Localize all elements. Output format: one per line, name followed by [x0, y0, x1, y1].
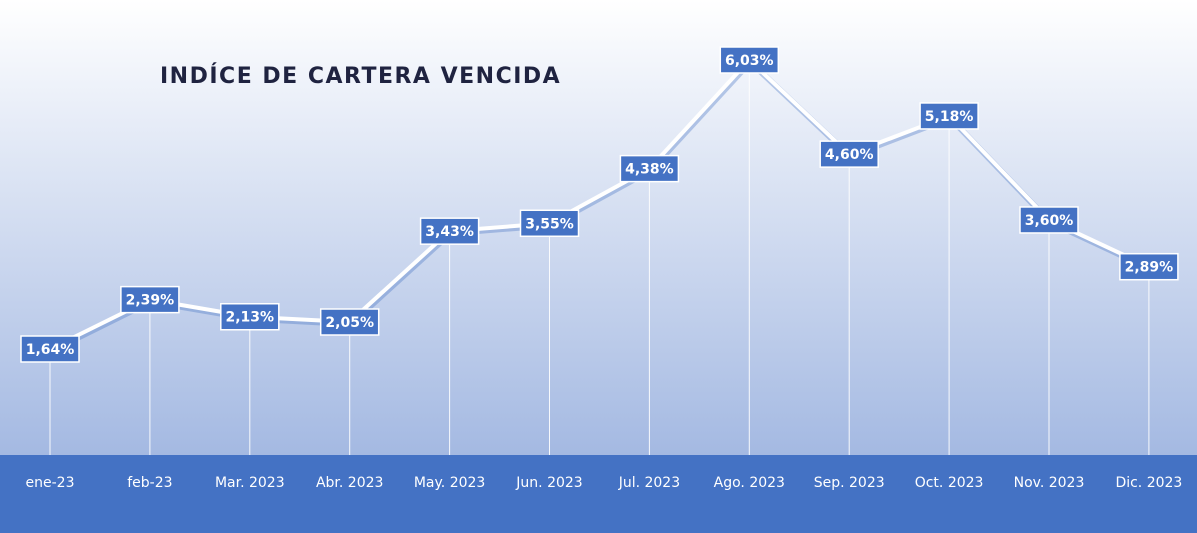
- data-label: 2,13%: [226, 310, 275, 326]
- x-tick-label: Sep. 2023: [814, 475, 885, 491]
- data-label-box: [819, 140, 879, 168]
- category-band: [0, 455, 1197, 533]
- x-tick-label: Jun. 2023: [515, 475, 582, 491]
- x-tick-label: Oct. 2023: [915, 475, 984, 491]
- data-label: 3,43%: [425, 224, 474, 240]
- x-tick-label: feb-23: [127, 475, 172, 491]
- x-tick-label: Abr. 2023: [316, 475, 383, 491]
- x-tick-label: Dic. 2023: [1115, 475, 1182, 491]
- data-label: 4,38%: [625, 162, 674, 178]
- data-label: 3,60%: [1025, 213, 1074, 229]
- data-label-box: [220, 302, 280, 331]
- data-label: 1,64%: [26, 342, 75, 358]
- data-label: 3,55%: [525, 216, 574, 232]
- x-tick-label: Ago. 2023: [714, 475, 785, 491]
- x-tick-label: Nov. 2023: [1014, 475, 1085, 491]
- chart-title: INDÍCE DE CARTERA VENCIDA: [160, 63, 561, 89]
- data-label: 2,39%: [126, 293, 175, 309]
- data-label: 2,05%: [325, 315, 374, 331]
- data-label-box: [919, 102, 979, 130]
- data-label: 6,03%: [725, 53, 774, 69]
- data-label-box: [519, 209, 580, 238]
- data-label: 4,60%: [825, 147, 874, 163]
- data-label-box: [319, 308, 380, 336]
- plot-background: [0, 0, 1197, 455]
- data-label-box: [419, 217, 480, 245]
- x-tick-label: Jul. 2023: [618, 475, 680, 491]
- data-label-box: [1119, 252, 1179, 281]
- x-tick-label: May. 2023: [414, 475, 485, 491]
- x-tick-label: ene-23: [26, 475, 75, 491]
- data-label-box: [719, 46, 780, 74]
- data-label-box: [20, 335, 80, 363]
- data-label: 2,89%: [1125, 260, 1174, 276]
- data-label-box: [619, 154, 680, 183]
- x-tick-label: Mar. 2023: [215, 475, 285, 491]
- data-label: 5,18%: [925, 109, 974, 125]
- data-label-box: [120, 285, 180, 314]
- data-label-box: [1019, 206, 1079, 234]
